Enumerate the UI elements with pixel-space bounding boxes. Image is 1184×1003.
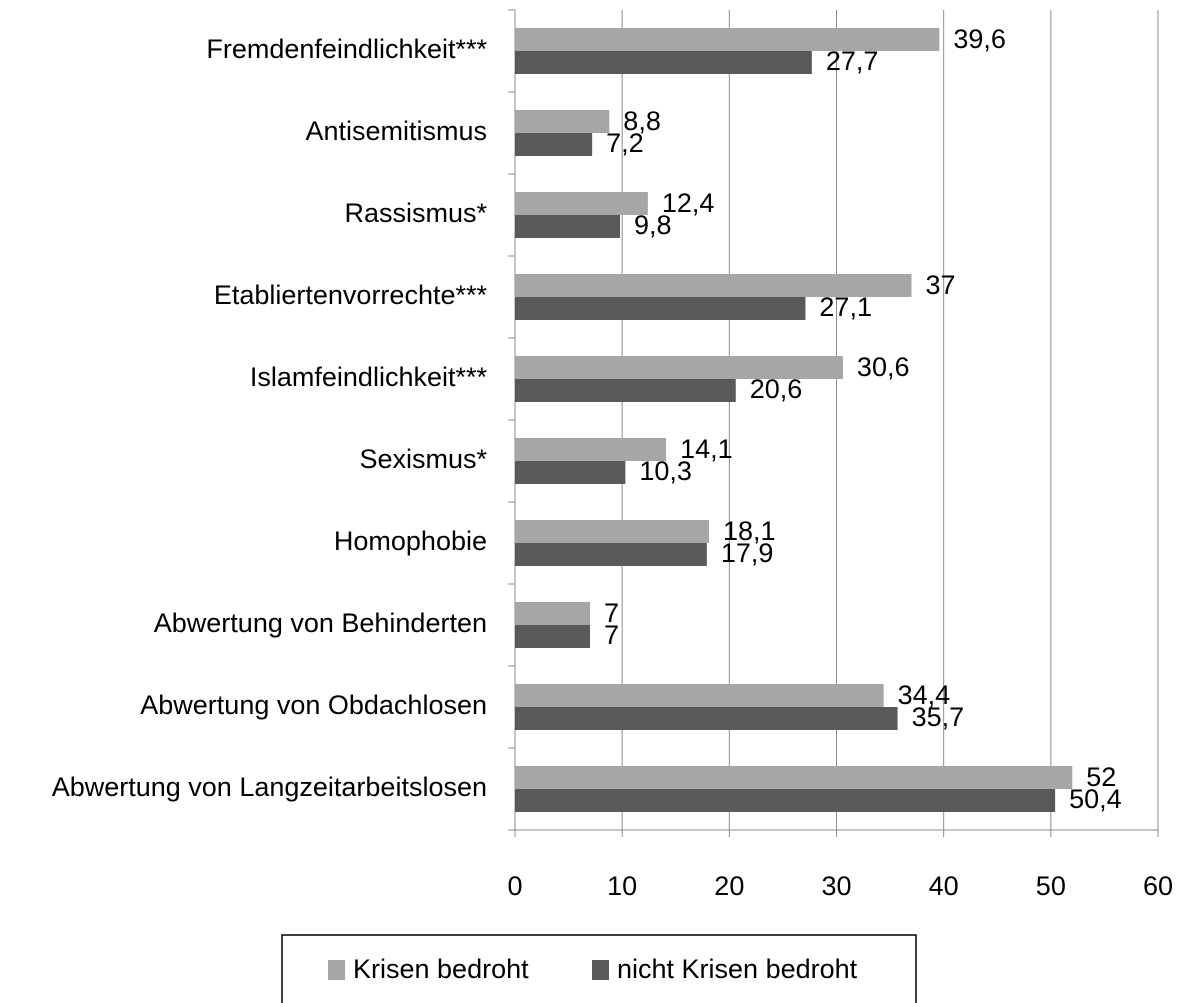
bar <box>515 789 1056 812</box>
bar <box>515 110 610 133</box>
bar <box>515 625 591 648</box>
value-label: 27,1 <box>819 292 872 322</box>
value-label: 7,2 <box>606 128 644 158</box>
y-tick-label: Antisemitismus <box>305 116 487 146</box>
legend-label: Krisen bedroht <box>353 954 529 984</box>
y-tick-label: Fremdenfeindlichkeit*** <box>206 34 487 64</box>
bar <box>515 438 667 461</box>
value-label: 20,6 <box>750 374 803 404</box>
y-tick-label: Etabliertenvorrechte*** <box>214 280 488 310</box>
value-label: 30,6 <box>857 352 910 382</box>
legend-swatch <box>592 960 609 980</box>
value-label: 7 <box>604 598 619 628</box>
y-tick-label: Islamfeindlichkeit*** <box>250 362 488 392</box>
y-tick-label: Homophobie <box>334 526 487 556</box>
bar <box>515 51 812 74</box>
value-label: 9,8 <box>634 210 672 240</box>
bar <box>515 192 648 215</box>
x-tick-label: 30 <box>821 871 851 901</box>
y-tick-label: Rassismus* <box>344 198 487 228</box>
bar <box>515 297 806 320</box>
value-label: 7 <box>604 620 619 650</box>
bar <box>515 28 940 51</box>
bar <box>515 684 884 707</box>
value-label: 18,1 <box>723 516 776 546</box>
value-label: 52 <box>1086 762 1116 792</box>
x-tick-label: 20 <box>714 871 744 901</box>
y-tick-label: Abwertung von Behinderten <box>154 608 487 638</box>
value-label: 10,3 <box>639 456 692 486</box>
bar <box>515 543 707 566</box>
value-label: 12,4 <box>662 188 715 218</box>
value-label: 39,6 <box>953 24 1006 54</box>
legend-swatch <box>328 960 345 980</box>
bar <box>515 379 736 402</box>
value-label: 50,4 <box>1069 784 1122 814</box>
x-tick-label: 10 <box>607 871 637 901</box>
value-label: 8,8 <box>623 106 661 136</box>
bar <box>515 707 898 730</box>
value-label: 14,1 <box>680 434 733 464</box>
y-tick-label: Abwertung von Langzeitarbeitslosen <box>52 772 487 802</box>
value-label: 17,9 <box>721 538 774 568</box>
bar <box>515 215 621 238</box>
y-tick-label: Sexismus* <box>359 444 487 474</box>
y-tick-label: Abwertung von Obdachlosen <box>140 690 487 720</box>
bar <box>515 274 912 297</box>
value-label: 27,7 <box>826 46 879 76</box>
legend-label: nicht Krisen bedroht <box>617 954 858 984</box>
bar <box>515 520 709 543</box>
bar <box>515 461 626 484</box>
x-tick-label: 40 <box>929 871 959 901</box>
bar <box>515 602 591 625</box>
bar <box>515 766 1073 789</box>
value-label: 37 <box>926 270 956 300</box>
bar <box>515 133 593 156</box>
value-label: 34,4 <box>898 680 951 710</box>
bar <box>515 356 843 379</box>
x-tick-label: 50 <box>1036 871 1066 901</box>
x-tick-label: 0 <box>507 871 522 901</box>
x-tick-label: 60 <box>1143 871 1173 901</box>
value-label: 35,7 <box>912 702 965 732</box>
